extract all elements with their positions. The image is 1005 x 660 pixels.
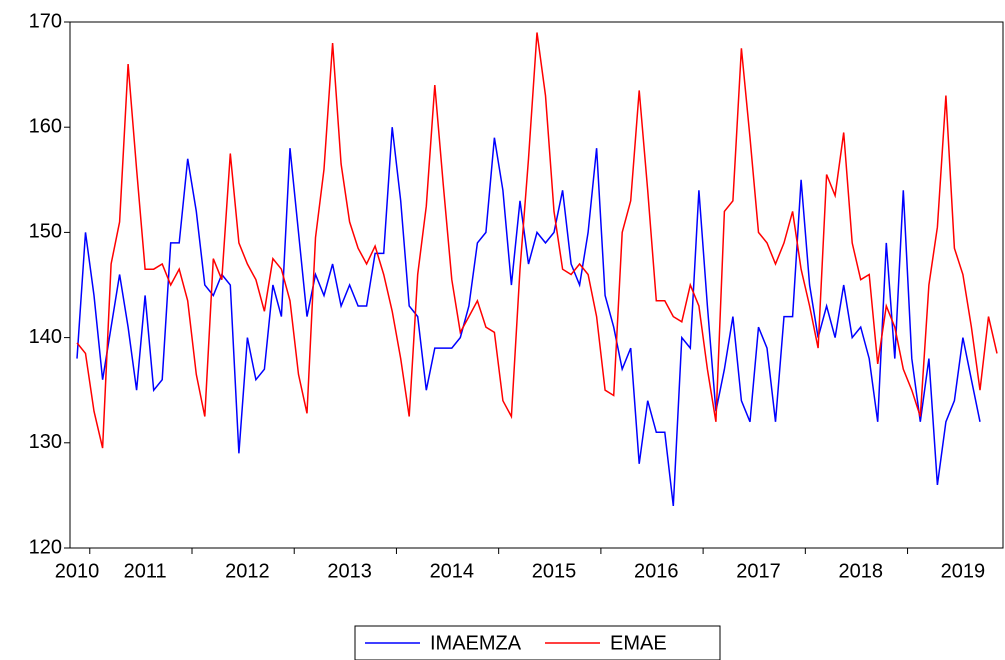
legend-label: IMAEMZA <box>430 632 522 654</box>
plot-frame <box>69 21 1004 549</box>
legend-label: EMAE <box>610 632 667 654</box>
x-tick-label: 2014 <box>430 560 475 582</box>
x-tick-label: 2013 <box>327 560 372 582</box>
y-tick-label: 170 <box>29 10 62 32</box>
x-tick-label: 2015 <box>532 560 577 582</box>
series-line <box>76 32 998 449</box>
y-tick-label: 130 <box>29 431 62 453</box>
x-tick-label: 2017 <box>736 560 781 582</box>
y-tick-label: 140 <box>29 326 62 348</box>
y-tick-label: 120 <box>29 536 62 558</box>
series-line <box>76 127 981 506</box>
x-tick-label: 2018 <box>838 560 883 582</box>
y-tick-label: 150 <box>29 221 62 243</box>
x-tick-label: 2011 <box>124 560 167 582</box>
x-tick-label: 2010 <box>55 560 100 582</box>
x-tick-label: 2016 <box>634 560 679 582</box>
x-tick-label: 2012 <box>225 560 270 582</box>
x-tick-label: 2019 <box>941 560 986 582</box>
legend: IMAEMZA EMAE <box>354 625 721 660</box>
y-tick-label: 160 <box>29 115 62 137</box>
